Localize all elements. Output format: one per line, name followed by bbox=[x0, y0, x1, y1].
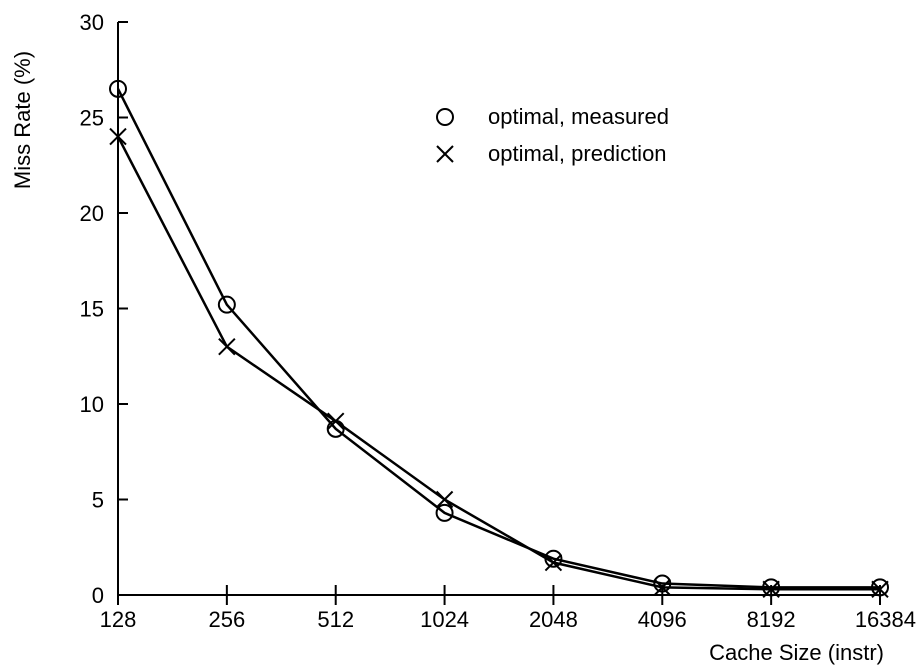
y-tick-label-0: 0 bbox=[92, 583, 104, 608]
series-0 bbox=[109, 79, 889, 597]
data-point-1-1024 bbox=[435, 490, 454, 509]
x-tick-label-8192: 8192 bbox=[747, 607, 796, 632]
x-tick-label-16384: 16384 bbox=[855, 607, 916, 632]
x-tick-label-2048: 2048 bbox=[529, 607, 578, 632]
data-point-0-128 bbox=[109, 79, 127, 98]
series-line-0 bbox=[116, 88, 880, 589]
y-tick-label-5: 5 bbox=[92, 488, 104, 513]
x-axis-label: Cache Size (instr) bbox=[709, 640, 884, 665]
data-point-0-16384 bbox=[871, 578, 889, 597]
x-tick-label-256: 256 bbox=[208, 607, 245, 632]
y-axis-label: Miss Rate (%) bbox=[10, 51, 35, 189]
legend-circle-icon bbox=[436, 108, 454, 126]
series-1 bbox=[109, 127, 889, 598]
legend-label-measured: optimal, measured bbox=[488, 104, 669, 129]
x-tick-label-512: 512 bbox=[317, 607, 354, 632]
legend: optimal, measured optimal, prediction bbox=[436, 104, 669, 166]
data-point-0-4096 bbox=[653, 574, 672, 593]
data-point-1-16384 bbox=[871, 580, 889, 598]
y-tick-label-20: 20 bbox=[80, 201, 104, 226]
x-tick-label-1024: 1024 bbox=[420, 607, 469, 632]
data-point-1-128 bbox=[109, 127, 127, 146]
y-tick-label-15: 15 bbox=[80, 297, 104, 322]
legend-x-icon bbox=[436, 145, 454, 163]
data-point-1-512 bbox=[327, 412, 345, 430]
y-tick-label-25: 25 bbox=[80, 106, 104, 131]
y-tick-label-10: 10 bbox=[80, 392, 104, 417]
data-point-1-4096 bbox=[653, 578, 671, 597]
data-point-0-8192 bbox=[762, 578, 781, 597]
x-tick-label-128: 128 bbox=[100, 607, 137, 632]
y-axis-ticks: 0 5 10 15 20 25 30 bbox=[80, 10, 128, 608]
data-point-0-256 bbox=[217, 295, 236, 314]
legend-label-prediction: optimal, prediction bbox=[488, 141, 667, 166]
series-line-1 bbox=[116, 136, 880, 591]
legend-marker-measured bbox=[436, 108, 454, 126]
x-tick-label-4096: 4096 bbox=[638, 607, 687, 632]
legend-marker-prediction bbox=[436, 145, 454, 163]
data-point-1-2048 bbox=[544, 553, 563, 572]
data-point-1-8192 bbox=[762, 580, 780, 598]
data-point-0-1024 bbox=[435, 503, 454, 522]
data-point-1-256 bbox=[218, 337, 236, 356]
series-group bbox=[109, 79, 889, 598]
x-axis-ticks: 128 256 512 1024 2048 4096 8192 16384 bbox=[100, 585, 916, 632]
y-tick-label-30: 30 bbox=[80, 10, 104, 35]
